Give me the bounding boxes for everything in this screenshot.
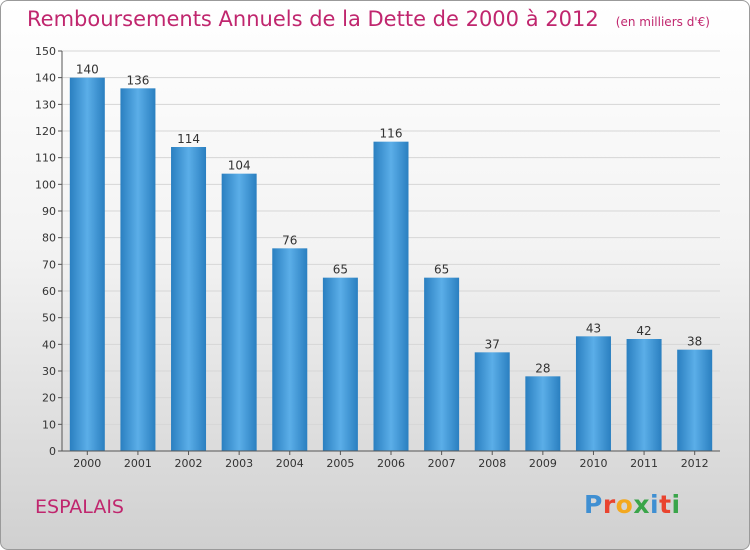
data-label: 140 xyxy=(76,63,99,77)
y-tick-label: 60 xyxy=(42,285,56,298)
bar xyxy=(373,141,409,451)
y-tick-label: 100 xyxy=(35,178,56,191)
bar xyxy=(525,376,561,451)
logo-letter: o xyxy=(615,490,634,519)
chart-title: Remboursements Annuels de la Dette de 20… xyxy=(27,7,599,31)
logo-letter: t xyxy=(659,490,672,519)
bar xyxy=(474,352,510,451)
logo-letter: i xyxy=(650,490,660,519)
x-tick-label: 2007 xyxy=(428,457,456,470)
unit-note: (en milliers d'€) xyxy=(615,15,710,29)
y-tick-label: 130 xyxy=(35,98,56,111)
y-tick-label: 20 xyxy=(42,392,56,405)
x-tick-label: 2011 xyxy=(630,457,658,470)
bar xyxy=(322,277,358,451)
y-tick-label: 0 xyxy=(49,445,56,458)
y-tick-label: 50 xyxy=(42,312,56,325)
x-tick-label: 2001 xyxy=(124,457,152,470)
y-tick-label: 70 xyxy=(42,258,56,271)
data-label: 116 xyxy=(380,127,403,141)
data-label: 28 xyxy=(535,361,550,375)
labels: 0 10 20 30 40 50 60 70 80 90 100 110 120 130 140 150 140… xyxy=(35,45,709,470)
bar xyxy=(626,339,662,451)
logo-letter: P xyxy=(584,490,603,519)
x-tick-label: 2009 xyxy=(529,457,557,470)
y-tick-label: 90 xyxy=(42,205,56,218)
logo-letter: i xyxy=(671,490,681,519)
x-tick-label: 2002 xyxy=(175,457,203,470)
data-label: 114 xyxy=(177,132,200,146)
data-label: 136 xyxy=(126,73,149,87)
data-label: 43 xyxy=(586,321,601,335)
y-tick-label: 80 xyxy=(42,232,56,245)
x-tick-label: 2003 xyxy=(225,457,253,470)
axes xyxy=(58,50,720,455)
data-label: 76 xyxy=(282,233,297,247)
data-label: 42 xyxy=(636,324,651,338)
y-tick-label: 30 xyxy=(42,365,56,378)
x-tick-label: 2012 xyxy=(681,457,709,470)
data-label: 104 xyxy=(228,159,251,173)
logo-letter: r xyxy=(602,490,616,519)
bar xyxy=(171,147,207,451)
x-tick-label: 2006 xyxy=(377,457,405,470)
bar xyxy=(120,88,156,451)
y-tick-label: 10 xyxy=(42,418,56,431)
commune-name: ESPALAIS xyxy=(35,496,124,518)
data-label: 65 xyxy=(333,263,348,277)
x-tick-label: 2004 xyxy=(276,457,304,470)
data-label: 65 xyxy=(434,263,449,277)
bar xyxy=(221,173,257,451)
bar xyxy=(677,349,713,451)
x-tick-label: 2008 xyxy=(478,457,506,470)
bar xyxy=(575,336,611,451)
title-line: Remboursements Annuels de la Dette de 20… xyxy=(27,7,710,31)
y-tick-label: 40 xyxy=(42,338,56,351)
bars xyxy=(69,77,713,452)
data-label: 37 xyxy=(485,337,500,351)
x-tick-label: 2010 xyxy=(579,457,607,470)
y-tick-label: 120 xyxy=(35,125,56,138)
y-tick-label: 140 xyxy=(35,72,56,85)
y-tick-label: 150 xyxy=(35,45,56,58)
y-tick-label: 110 xyxy=(35,152,56,165)
bar xyxy=(272,248,308,451)
logo-letter: x xyxy=(633,490,650,519)
bar xyxy=(424,277,460,451)
bar xyxy=(69,77,105,452)
data-label: 38 xyxy=(687,335,702,349)
proxiti-logo: Proxiti xyxy=(584,490,681,519)
x-tick-label: 2005 xyxy=(326,457,354,470)
x-tick-label: 2000 xyxy=(73,457,101,470)
